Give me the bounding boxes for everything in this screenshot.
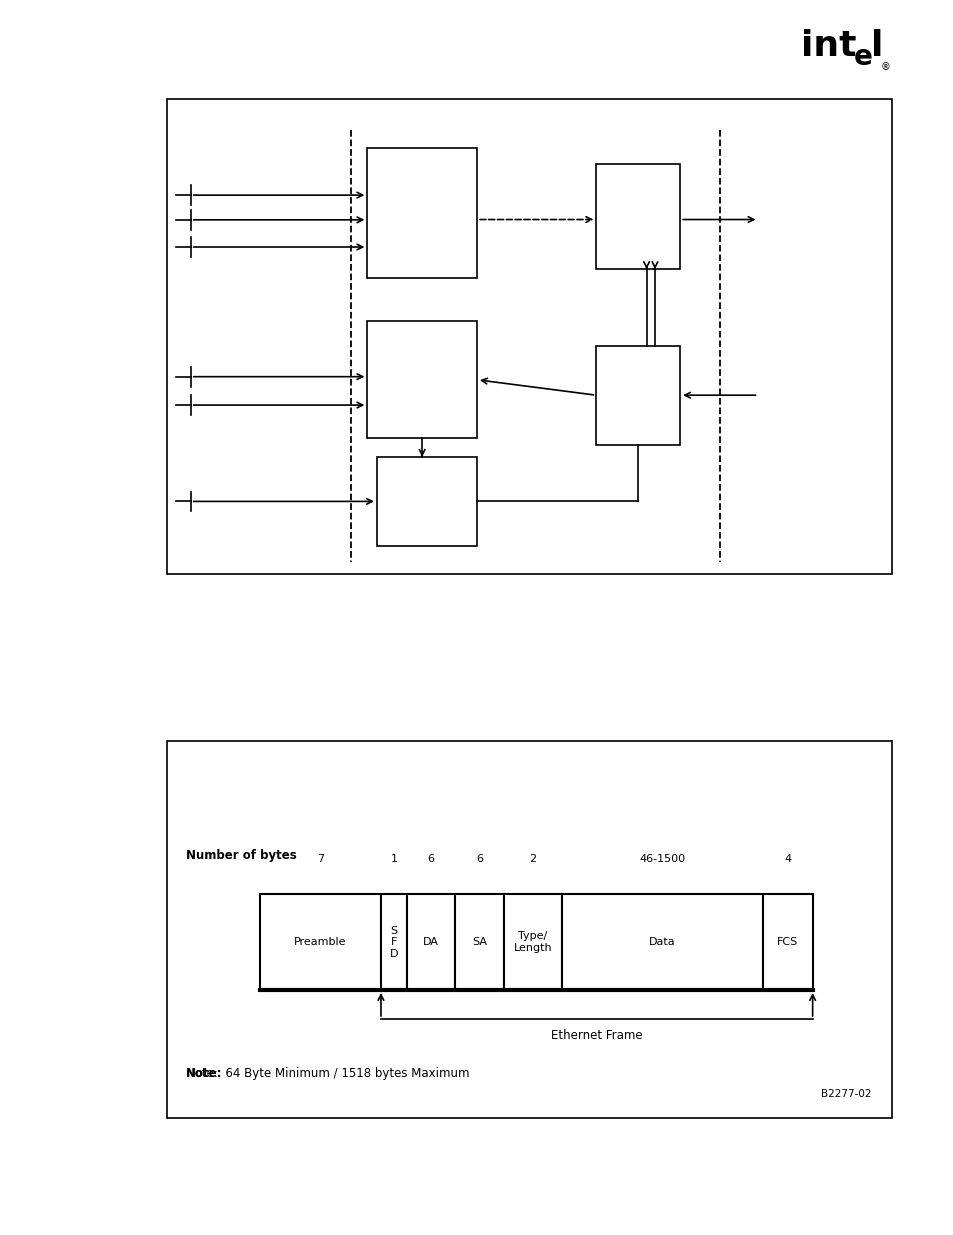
Text: 46-1500: 46-1500 bbox=[639, 853, 685, 864]
Bar bbox=[761, 894, 812, 990]
Text: 6: 6 bbox=[427, 853, 434, 864]
Text: Number of bytes: Number of bytes bbox=[186, 850, 296, 862]
Text: B2277-02: B2277-02 bbox=[820, 1089, 870, 1099]
Text: int: int bbox=[801, 28, 856, 63]
Text: Ethernet Frame: Ethernet Frame bbox=[551, 1029, 642, 1041]
Bar bbox=[455, 894, 503, 990]
Text: Note:  64 Byte Minimum / 1518 bytes Maximum: Note: 64 Byte Minimum / 1518 bytes Maxim… bbox=[186, 1067, 469, 1079]
Bar bbox=[596, 346, 679, 445]
Text: e: e bbox=[853, 43, 872, 72]
Bar bbox=[380, 894, 406, 990]
Text: 1: 1 bbox=[390, 853, 397, 864]
Text: l: l bbox=[870, 28, 882, 63]
Text: S
F
D: S F D bbox=[389, 925, 397, 958]
Text: 6: 6 bbox=[476, 853, 482, 864]
Text: FCS: FCS bbox=[776, 937, 798, 947]
Text: DA: DA bbox=[423, 937, 438, 947]
Text: Note:: Note: bbox=[186, 1067, 222, 1079]
Text: 7: 7 bbox=[316, 853, 324, 864]
Bar bbox=[367, 148, 476, 278]
Bar bbox=[596, 164, 679, 269]
Bar bbox=[260, 894, 380, 990]
Bar bbox=[167, 741, 891, 1118]
Bar bbox=[561, 894, 761, 990]
Bar bbox=[376, 457, 476, 546]
Text: ®: ® bbox=[880, 63, 889, 73]
Text: SA: SA bbox=[472, 937, 486, 947]
Text: Data: Data bbox=[648, 937, 675, 947]
Bar bbox=[406, 894, 455, 990]
Text: Preamble: Preamble bbox=[294, 937, 347, 947]
Bar bbox=[367, 321, 476, 438]
Text: 4: 4 bbox=[783, 853, 790, 864]
Bar bbox=[503, 894, 561, 990]
Text: 2: 2 bbox=[529, 853, 536, 864]
Text: Type/
Length: Type/ Length bbox=[513, 931, 552, 953]
Bar bbox=[167, 99, 891, 574]
